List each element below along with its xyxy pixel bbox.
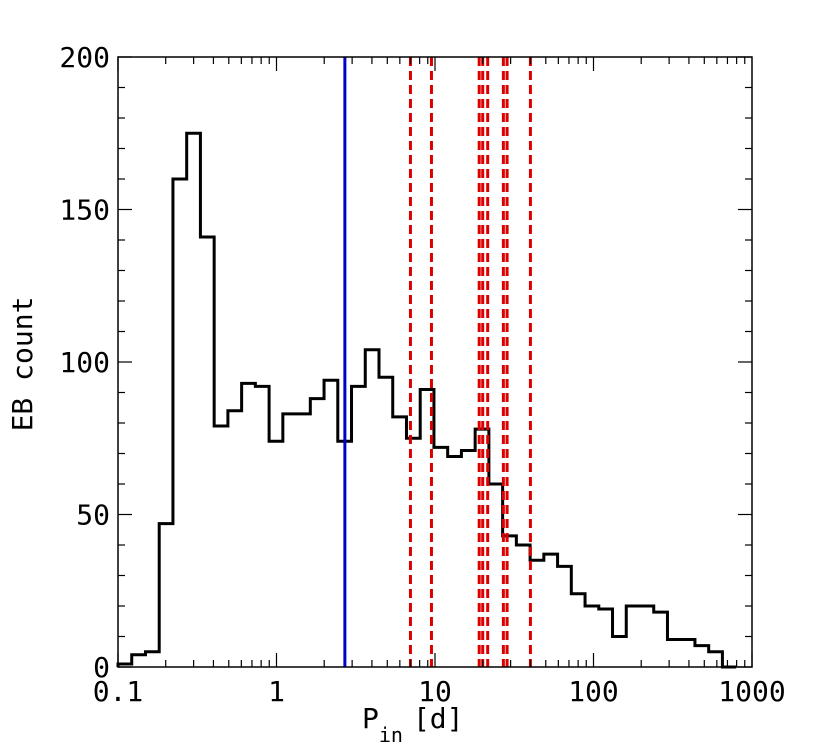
x-axis-label: Pin [d] — [362, 702, 464, 747]
y-tick-label: 50 — [76, 499, 110, 532]
y-axis-label: EB count — [6, 297, 39, 432]
x-axis-label-sub: in — [379, 723, 403, 747]
y-tick-label: 150 — [59, 194, 110, 227]
x-tick-label: 1 — [268, 675, 285, 708]
plot-area — [118, 57, 752, 667]
chart-marks — [116, 57, 737, 669]
x-tick-label: 100 — [568, 675, 619, 708]
x-axis-label-unit: [d] — [413, 702, 464, 735]
axes — [117, 56, 753, 668]
histogram-outline — [116, 131, 737, 669]
y-tick-label: 200 — [59, 41, 110, 74]
x-tick-label: 1000 — [718, 675, 785, 708]
x-axis-label-main: P — [362, 702, 379, 735]
y-tick-label: 0 — [93, 651, 110, 684]
tick-labels: 0.1 1 10 100 1000 0 50 100 150 200 — [59, 41, 785, 708]
y-tick-label: 100 — [59, 346, 110, 379]
x-tick-label: 10 — [418, 675, 452, 708]
x-tick-label: 0.1 — [93, 675, 144, 708]
plot-background — [118, 57, 752, 667]
